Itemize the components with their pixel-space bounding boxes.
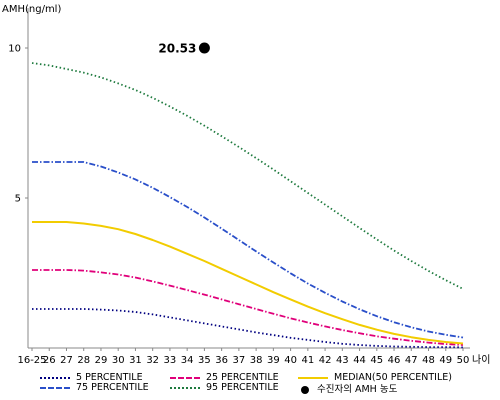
y-tick-label: 10	[8, 44, 21, 55]
x-tick-label: 36	[215, 355, 228, 366]
x-tick-label: 41	[301, 355, 314, 366]
x-axis-title: 나이	[472, 354, 490, 366]
x-tick-label: 33	[164, 355, 177, 366]
x-tick-label: 45	[370, 355, 383, 366]
x-tick-label: 37	[233, 355, 246, 366]
x-tick-label: 32	[146, 355, 159, 366]
legend-label-p75: 75 PERCENTILE	[76, 382, 149, 393]
x-tick-label: 28	[77, 355, 90, 366]
series-line-1	[32, 269, 464, 346]
x-tick-label: 38	[250, 355, 263, 366]
patient-amh-label: 20.53	[158, 42, 196, 56]
x-tick-label: 47	[405, 355, 418, 366]
chart-series-lines	[31, 62, 464, 349]
legend-swatch-p75	[40, 386, 70, 389]
x-tick-label: 27	[60, 355, 73, 366]
x-tick-label: 50	[457, 355, 470, 366]
x-tick-label: 39	[267, 355, 280, 366]
series-line-2	[32, 221, 464, 345]
y-axis-title: AMH(ng/ml)	[2, 4, 61, 15]
legend-swatch-p25	[170, 376, 200, 379]
legend-item-p75: 75 PERCENTILE	[40, 382, 149, 394]
legend-item-p5: 5 PERCENTILE	[40, 372, 143, 384]
legend-dot-marker	[301, 385, 309, 394]
series-line-3	[32, 161, 464, 339]
legend-label-median: MEDIAN(50 PERCENTILE)	[334, 372, 452, 383]
y-tick-label: 5	[15, 194, 21, 205]
x-tick-label: 40	[284, 355, 297, 366]
legend-swatch-median	[298, 376, 328, 379]
x-tick-label: 46	[388, 355, 401, 366]
x-tick-label: 30	[112, 355, 125, 366]
legend-item-p25: 25 PERCENTILE	[170, 372, 279, 384]
x-tick-label: 44	[353, 355, 366, 366]
series-line-4	[31, 62, 464, 290]
legend-item-p95: 95 PERCENTILE	[170, 382, 279, 394]
x-tick-label: 34	[181, 355, 194, 366]
x-tick-label: 49	[439, 355, 452, 366]
legend-label-p95: 95 PERCENTILE	[206, 382, 279, 393]
x-tick-label: 42	[319, 355, 332, 366]
legend-label-p5: 5 PERCENTILE	[76, 372, 143, 383]
x-tick-label: 26	[43, 355, 56, 366]
patient-amh-marker	[198, 42, 210, 54]
legend-swatch-p5	[40, 376, 70, 379]
series-line-0	[32, 308, 464, 349]
legend-label-marker: 수진자의 AMH 농도	[317, 384, 398, 395]
x-tick-label: 48	[422, 355, 435, 366]
x-tick-label: 31	[129, 355, 142, 366]
chart-marker-group: 20.53	[158, 42, 210, 56]
x-tick-label: 43	[336, 355, 349, 366]
chart-legend: 5 PERCENTILE 75 PERCENTILE 25 PERCENTILE…	[0, 368, 500, 400]
legend-item-median: MEDIAN(50 PERCENTILE)	[298, 372, 452, 384]
legend-item-marker: 수진자의 AMH 농도	[298, 384, 397, 396]
legend-swatch-p95	[170, 386, 200, 389]
x-tick-label: 35	[198, 355, 211, 366]
legend-label-p25: 25 PERCENTILE	[206, 372, 279, 383]
x-tick-label: 16-25	[17, 355, 46, 366]
x-tick-label: 29	[95, 355, 108, 366]
